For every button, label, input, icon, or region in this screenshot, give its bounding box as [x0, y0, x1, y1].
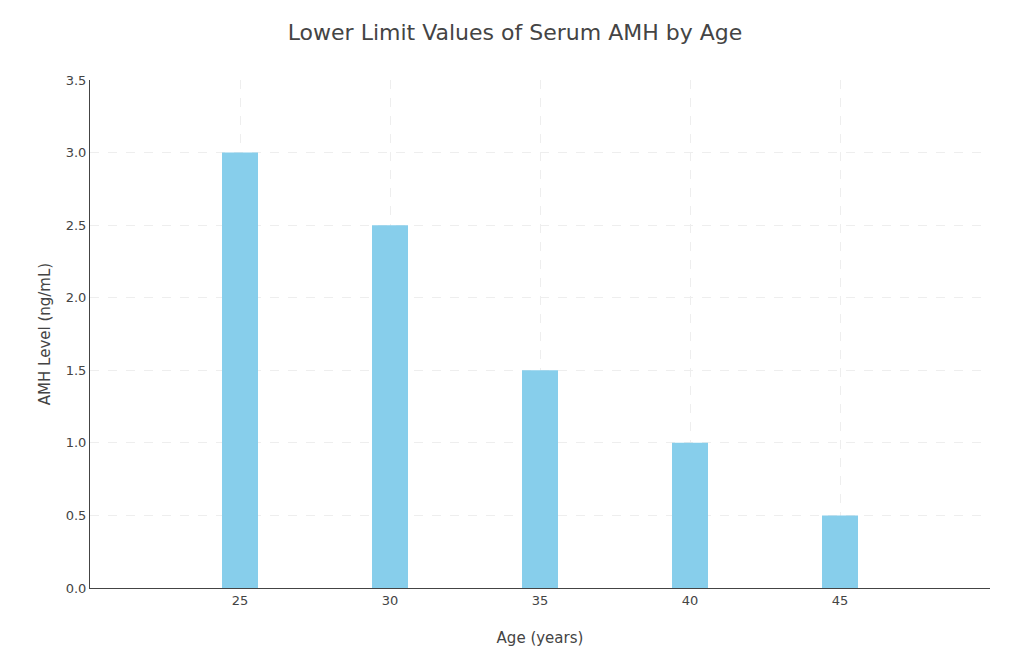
svg-text:2.5: 2.5	[66, 218, 87, 233]
svg-text:45: 45	[832, 593, 849, 608]
svg-text:3.0: 3.0	[66, 145, 87, 160]
svg-text:0.5: 0.5	[66, 508, 87, 523]
svg-text:2.0: 2.0	[66, 290, 87, 305]
svg-text:1.0: 1.0	[66, 435, 87, 450]
svg-text:40: 40	[682, 593, 699, 608]
svg-text:1.5: 1.5	[66, 363, 87, 378]
svg-text:3.5: 3.5	[66, 73, 87, 88]
svg-text:25: 25	[232, 593, 249, 608]
svg-text:0.0: 0.0	[66, 581, 87, 596]
svg-text:Age (years): Age (years)	[497, 629, 584, 647]
svg-text:35: 35	[532, 593, 549, 608]
svg-text:AMH Level (ng/mL): AMH Level (ng/mL)	[36, 263, 54, 405]
svg-text:Lower Limit Values of Serum AM: Lower Limit Values of Serum AMH by Age	[288, 20, 743, 45]
svg-text:30: 30	[382, 593, 399, 608]
